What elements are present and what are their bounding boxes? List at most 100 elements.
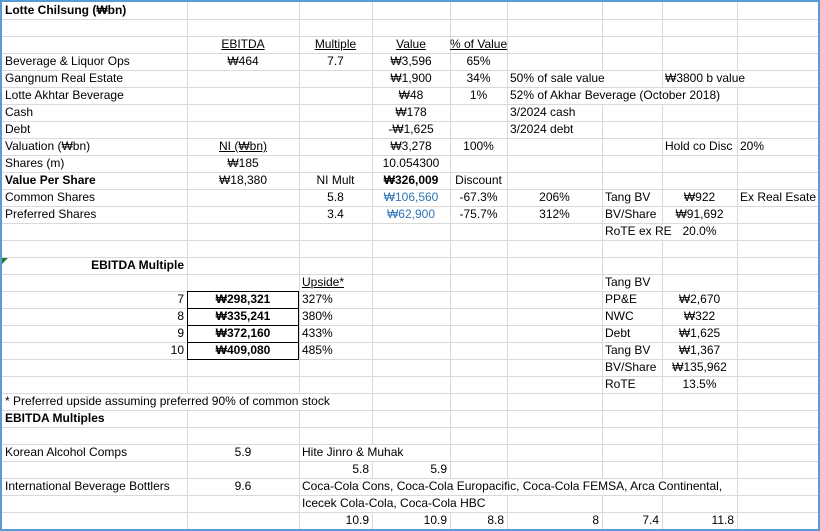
grid-line: [450, 240, 451, 257]
grid-line: [299, 70, 300, 87]
cell: 50% of sale value: [510, 71, 605, 85]
cell: Beverage & Liquor Ops: [5, 54, 130, 68]
grid-line: [450, 87, 451, 104]
cell-marker: [2, 258, 8, 264]
grid-line: [507, 240, 508, 257]
grid-line: [450, 70, 451, 87]
cell: 10.054300: [382, 156, 440, 170]
grid-line: [662, 444, 663, 461]
grid-line: [2, 512, 818, 513]
grid-line: [662, 308, 663, 325]
grid-line: [450, 121, 451, 138]
cell: RoTE: [605, 377, 636, 391]
grid-line: [2, 189, 818, 190]
grid-line: [372, 410, 373, 427]
grid-line: [372, 512, 373, 529]
grid-line: [662, 138, 663, 155]
cell: 100%: [463, 139, 494, 153]
grid-line: [662, 342, 663, 359]
cell: 9.6: [234, 479, 252, 493]
grid-line: [602, 495, 603, 512]
grid-line: [299, 155, 300, 172]
grid-line: [450, 155, 451, 172]
cell: ₩1,900: [390, 71, 432, 85]
grid-line: [602, 121, 603, 138]
grid-line: [662, 461, 663, 478]
cell: ₩464: [227, 54, 259, 68]
grid-line: [737, 2, 738, 19]
grid-line: [187, 444, 188, 461]
grid-line: [372, 308, 373, 325]
cell: EBITDA Multiples: [5, 411, 105, 425]
grid-line: [2, 478, 818, 479]
cell: ₩135,962: [672, 360, 727, 374]
grid-line: [299, 240, 300, 257]
grid-line: [187, 155, 188, 172]
grid-line: [602, 240, 603, 257]
grid-line: [507, 172, 508, 189]
grid-line: [299, 2, 300, 19]
cell: RoTE ex RE: [605, 224, 672, 238]
grid-line: [299, 257, 300, 274]
grid-line: [737, 376, 738, 393]
grid-line: [450, 444, 451, 461]
cell: 8.8: [487, 513, 504, 527]
cell: ₩178: [395, 105, 427, 119]
grid-line: [2, 359, 818, 360]
cell: Discount: [455, 173, 502, 187]
grid-line: [187, 223, 188, 240]
grid-line: [450, 257, 451, 274]
grid-line: [662, 189, 663, 206]
grid-line: [507, 274, 508, 291]
grid-line: [299, 376, 300, 393]
grid-line: [2, 410, 818, 411]
grid-line: [299, 461, 300, 478]
grid-line: [662, 257, 663, 274]
grid-line: [450, 359, 451, 376]
grid-line: [737, 155, 738, 172]
cell: 312%: [539, 207, 570, 221]
cell: EBITDA Multiple: [91, 258, 184, 272]
grid-line: [450, 2, 451, 19]
grid-line: [2, 223, 818, 224]
cell: Tang BV: [605, 343, 651, 357]
grid-line: [187, 376, 188, 393]
grid-line: [372, 206, 373, 223]
cell: 380%: [302, 309, 333, 323]
grid-line: [602, 325, 603, 342]
grid-line: [662, 376, 663, 393]
cell: -75.7%: [459, 207, 498, 221]
grid-line: [187, 189, 188, 206]
grid-line: [737, 512, 738, 529]
grid-line: [372, 2, 373, 19]
cell: Debt: [605, 326, 631, 340]
grid-line: [507, 308, 508, 325]
cell: 5.9: [430, 462, 447, 476]
cell: ₩1,367: [678, 343, 721, 357]
grid-line: [737, 342, 738, 359]
grid-line: [2, 138, 818, 139]
cell: PP&E: [605, 292, 638, 306]
cell: Upside*: [302, 275, 345, 289]
cell: Valuation (₩bn): [5, 139, 91, 153]
grid-line: [299, 478, 300, 495]
grid-line: [737, 495, 738, 512]
grid-line: [372, 461, 373, 478]
grid-line: [450, 342, 451, 359]
grid-line: [450, 410, 451, 427]
grid-line: [662, 206, 663, 223]
grid-line: [450, 376, 451, 393]
grid-line: [299, 495, 300, 512]
grid-line: [299, 325, 300, 342]
cell: 34%: [466, 71, 491, 85]
grid-line: [662, 427, 663, 444]
cell: 65%: [466, 54, 491, 68]
cell: 3/2024 cash: [510, 105, 576, 119]
grid-line: [737, 138, 738, 155]
grid-line: [602, 138, 603, 155]
grid-line: [737, 172, 738, 189]
grid-line: [299, 512, 300, 529]
grid-line: [187, 206, 188, 223]
grid-line: [507, 19, 508, 36]
grid-line: [662, 240, 663, 257]
